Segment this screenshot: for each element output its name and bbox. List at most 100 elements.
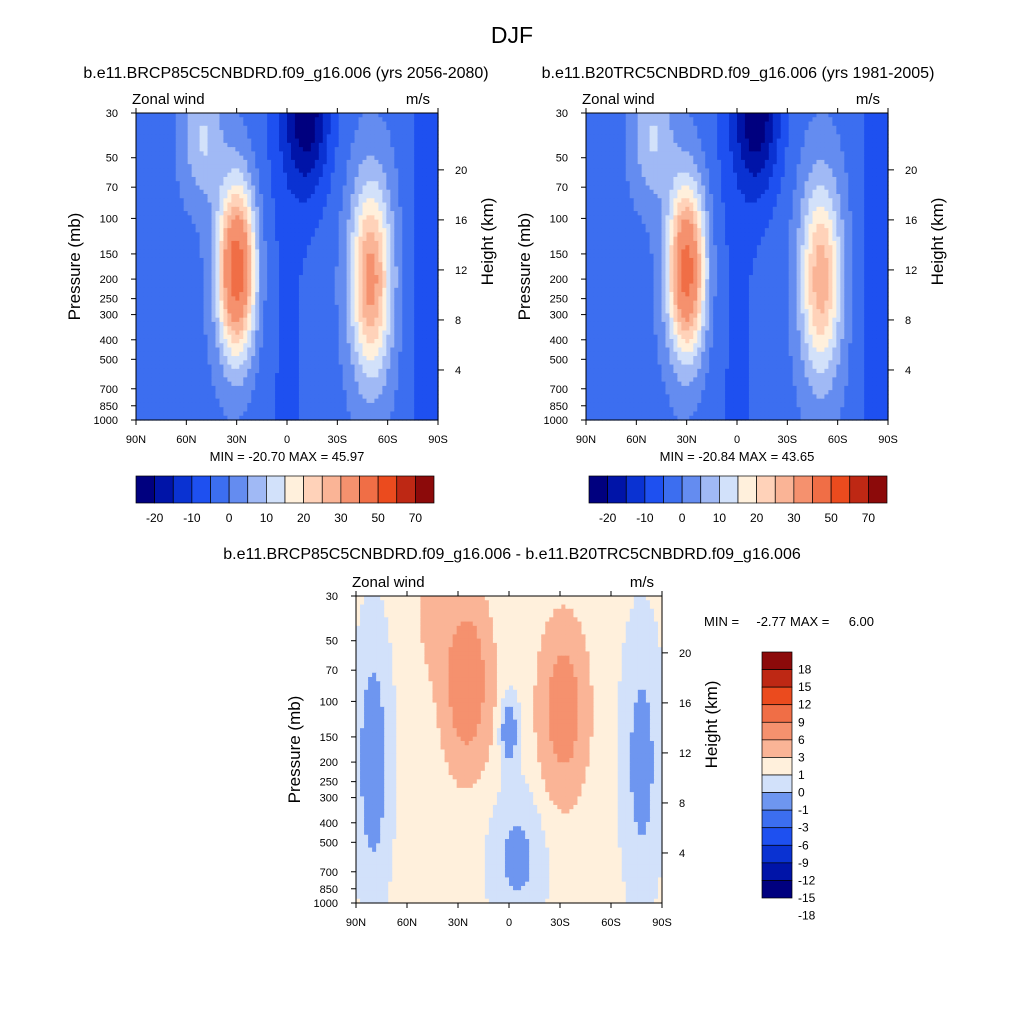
contour-cell <box>363 130 368 135</box>
contour-cell <box>386 330 391 335</box>
contour-cell <box>160 382 165 387</box>
contour-cell <box>192 254 197 259</box>
contour-cell <box>140 356 145 361</box>
contour-cell <box>188 348 193 353</box>
contour-cell <box>355 382 360 387</box>
contour-cell <box>339 237 344 242</box>
contour-cell <box>370 326 375 331</box>
contour-cell <box>148 369 153 374</box>
contour-cell <box>136 215 141 220</box>
contour-cell <box>259 168 264 173</box>
contour-cell <box>152 232 157 237</box>
contour-cell <box>283 318 288 323</box>
contour-cell <box>196 309 201 314</box>
contour-cell <box>156 326 161 331</box>
contour-cell <box>176 356 181 361</box>
contour-cell <box>184 245 189 250</box>
contour-cell <box>307 377 312 382</box>
contour-cell <box>319 284 324 289</box>
contour-cell <box>414 343 419 348</box>
contour-cell <box>176 305 181 310</box>
contour-cell <box>418 220 423 225</box>
contour-cell <box>311 301 316 306</box>
contour-cell <box>291 301 296 306</box>
contour-cell <box>148 322 153 327</box>
contour-cell <box>259 369 264 374</box>
contour-cell <box>359 245 364 250</box>
contour-cell <box>136 309 141 314</box>
contour-cell <box>378 220 383 225</box>
contour-cell <box>359 130 364 135</box>
contour-cell <box>136 339 141 344</box>
contour-cell <box>430 249 435 254</box>
contour-cell <box>370 139 375 144</box>
contour-cell <box>267 296 272 301</box>
contour-cell <box>355 160 360 165</box>
contour-cell <box>184 305 189 310</box>
contour-cell <box>410 267 415 272</box>
contour-cell <box>148 258 153 263</box>
contour-cell <box>156 254 161 259</box>
contour-cell <box>204 224 209 229</box>
contour-cell <box>271 130 276 135</box>
contour-cell <box>303 330 308 335</box>
contour-cell <box>426 228 431 233</box>
contour-cell <box>227 224 232 229</box>
contour-cell <box>430 151 435 156</box>
contour-cell <box>410 343 415 348</box>
contour-cell <box>319 249 324 254</box>
contour-cell <box>390 177 395 182</box>
contour-cell <box>247 249 252 254</box>
contour-cell <box>144 258 149 263</box>
contour-cell <box>370 275 375 280</box>
contour-cell <box>259 130 264 135</box>
contour-cell <box>148 207 153 212</box>
contour-cell <box>275 160 280 165</box>
contour-cell <box>180 296 185 301</box>
contour-cell <box>176 185 181 190</box>
contour-cell <box>422 232 427 237</box>
contour-cell <box>398 301 403 306</box>
contour-cell <box>295 373 300 378</box>
contour-cell <box>315 352 320 357</box>
contour-cell <box>363 249 368 254</box>
contour-cell <box>204 220 209 225</box>
contour-cell <box>136 360 141 365</box>
contour-cell <box>251 360 256 365</box>
contour-cell <box>378 339 383 344</box>
contour-cell <box>235 130 240 135</box>
contour-cell <box>374 228 379 233</box>
contour-cell <box>422 369 427 374</box>
contour-cell <box>422 245 427 250</box>
contour-cell <box>422 335 427 340</box>
contour-cell <box>164 249 169 254</box>
contour-cell <box>192 126 197 131</box>
contour-cell <box>200 271 205 276</box>
contour-cell <box>275 241 280 246</box>
contour-cell <box>156 147 161 152</box>
contour-cell <box>426 322 431 327</box>
contour-cell <box>359 262 364 267</box>
contour-cell <box>394 207 399 212</box>
contour-cell <box>378 113 383 118</box>
contour-cell <box>343 284 348 289</box>
contour-cell <box>247 164 252 169</box>
contour-cell <box>398 168 403 173</box>
contour-cell <box>231 301 236 306</box>
contour-cell <box>422 254 427 259</box>
contour-cell <box>188 377 193 382</box>
contour-cell <box>331 335 336 340</box>
contour-cell <box>382 339 387 344</box>
contour-cell <box>212 160 217 165</box>
contour-cell <box>414 356 419 361</box>
contour-cell <box>176 249 181 254</box>
contour-cell <box>430 122 435 127</box>
contour-cell <box>327 352 332 357</box>
contour-cell <box>410 335 415 340</box>
contour-cell <box>394 117 399 122</box>
contour-cell <box>275 139 280 144</box>
contour-cell <box>287 292 292 297</box>
contour-cell <box>287 262 292 267</box>
contour-cell <box>247 130 252 135</box>
contour-cell <box>394 134 399 139</box>
